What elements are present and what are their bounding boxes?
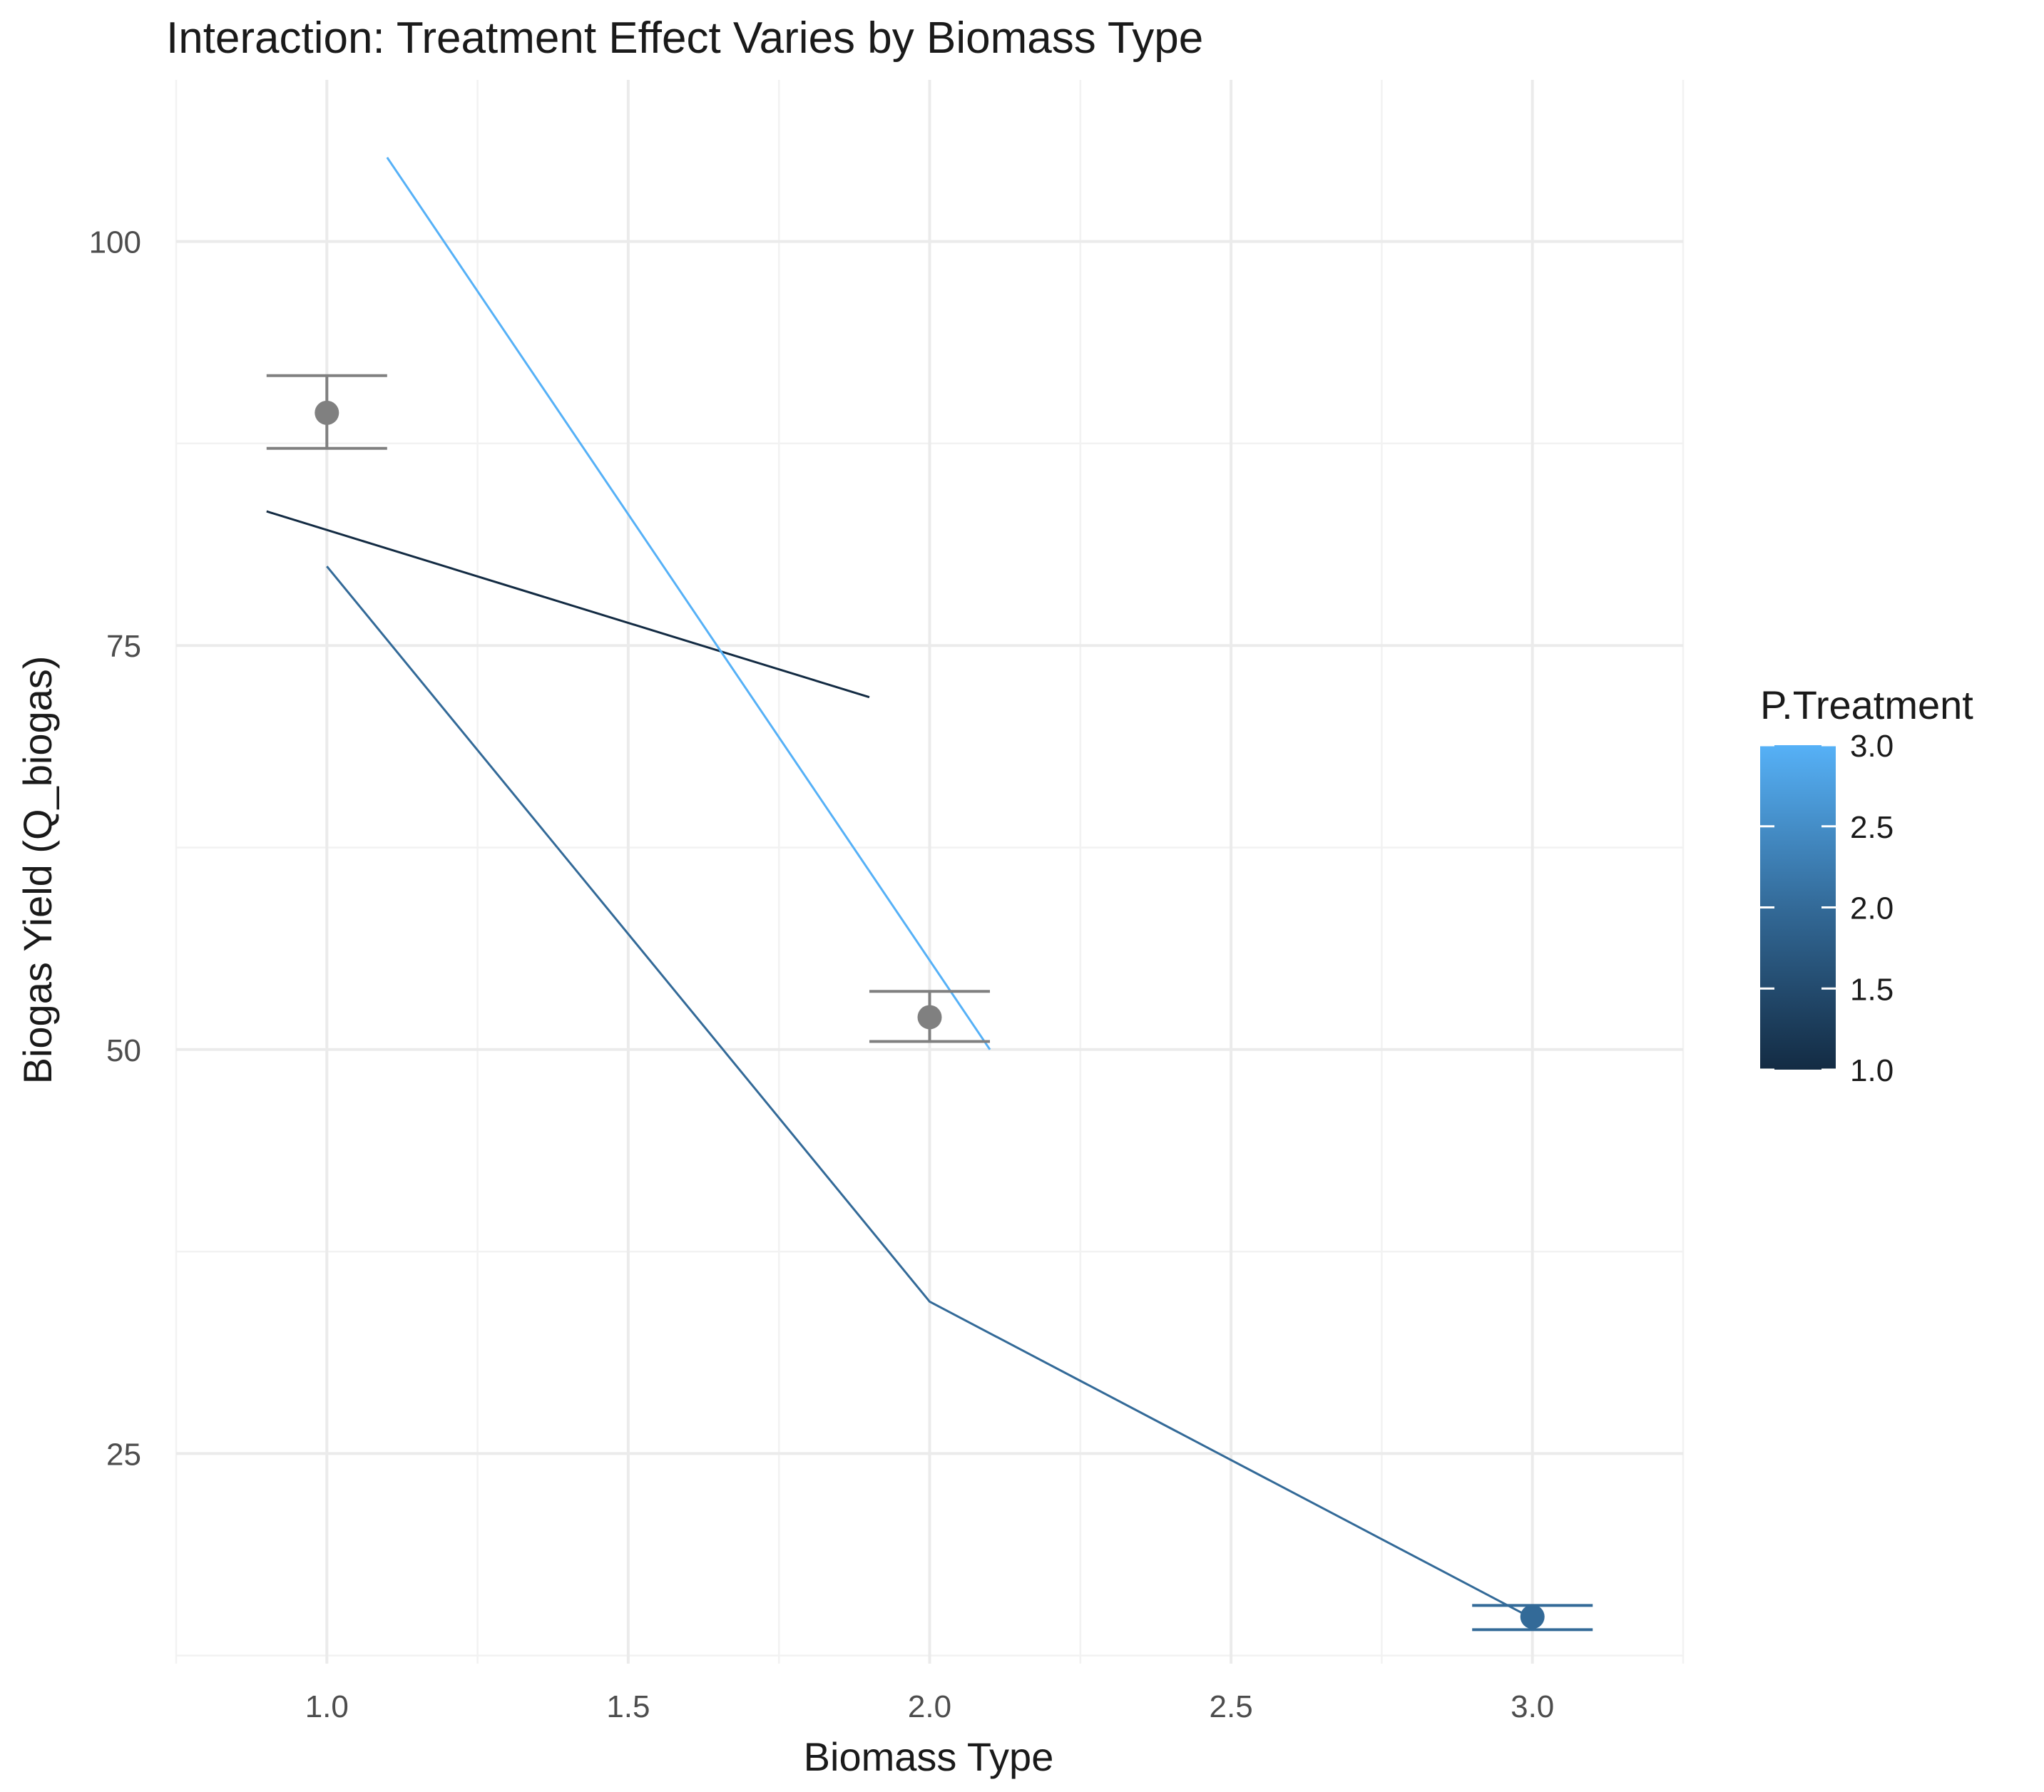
- legend-title: P.Treatment: [1760, 682, 1973, 727]
- data-point: [315, 400, 339, 425]
- data-point: [1520, 1604, 1545, 1629]
- y-tick-label: 50: [106, 1033, 141, 1068]
- legend: P.Treatment 1.0 1.5 2.0 2.5 3.0: [1760, 682, 1973, 1088]
- grid: [175, 80, 1685, 1664]
- x-tick-label: 1.5: [606, 1689, 650, 1724]
- chart-title: Interaction: Treatment Effect Varies by …: [166, 14, 1203, 63]
- series-lines: [266, 156, 1533, 1619]
- y-axis-ticks: 25 50 75 100: [89, 225, 141, 1473]
- x-axis-title: Biomass Type: [804, 1734, 1054, 1779]
- y-tick-label: 75: [106, 629, 141, 664]
- y-axis-title: Biogas Yield (Q_biogas): [15, 656, 60, 1085]
- legend-ticks: 1.0 1.5 2.0 2.5 3.0: [1760, 729, 1894, 1088]
- data-point: [917, 1005, 942, 1030]
- legend-tick-label: 3.0: [1850, 729, 1894, 764]
- series-line: [266, 510, 870, 699]
- y-tick-label: 100: [89, 225, 141, 260]
- legend-tick-label: 1.5: [1850, 972, 1894, 1007]
- x-tick-label: 3.0: [1511, 1689, 1554, 1724]
- series-line: [326, 565, 1533, 1619]
- x-tick-label: 2.0: [908, 1689, 951, 1724]
- x-tick-label: 1.0: [305, 1689, 349, 1724]
- y-tick-label: 25: [106, 1437, 141, 1472]
- x-axis-ticks: 1.0 1.5 2.0 2.5 3.0: [305, 1689, 1555, 1724]
- data-points: [266, 374, 1593, 1632]
- legend-tick-label: 1.0: [1850, 1053, 1894, 1088]
- legend-tick-label: 2.5: [1850, 810, 1894, 845]
- x-tick-label: 2.5: [1210, 1689, 1253, 1724]
- legend-tick-label: 2.0: [1850, 891, 1894, 926]
- series-line: [386, 156, 991, 1050]
